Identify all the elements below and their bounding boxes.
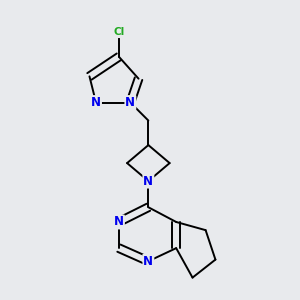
Text: N: N (143, 175, 153, 188)
Text: Cl: Cl (113, 27, 124, 37)
Text: N: N (91, 96, 101, 109)
Text: N: N (125, 96, 135, 109)
Text: N: N (114, 215, 124, 229)
Text: N: N (143, 255, 153, 268)
